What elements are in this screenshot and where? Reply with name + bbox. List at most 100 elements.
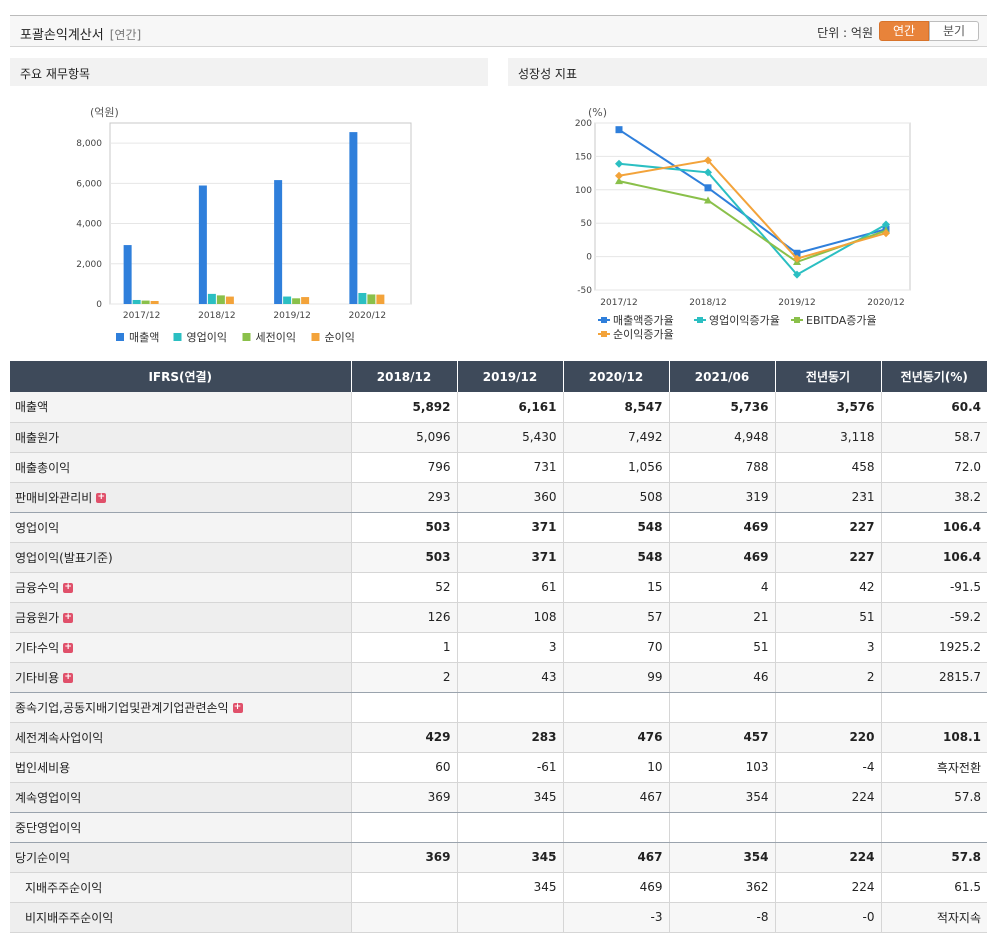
table-cell: 731	[456, 452, 563, 483]
expand-plus-icon[interactable]: +	[96, 492, 107, 503]
table-cell: 적자지속	[880, 902, 987, 933]
table-cell: 293	[350, 482, 457, 513]
table-row: 비지배주주순이익 -3 -8 -0 적자지속	[10, 902, 987, 933]
table-cell: 1	[350, 632, 457, 663]
bar-1-2	[283, 296, 292, 304]
table-cell: 61.5	[880, 872, 987, 903]
line-point-0-2	[793, 249, 801, 257]
expand-plus-icon[interactable]: +	[63, 642, 74, 653]
table-cell: 224	[774, 842, 881, 873]
table-cell	[350, 902, 457, 933]
table-cell	[456, 812, 563, 843]
line-y-tick-label: 200	[575, 119, 592, 129]
table-cell: 508	[562, 482, 669, 513]
bar-1-1	[207, 293, 216, 304]
column-header: 2020/12	[562, 361, 669, 392]
bar-legend-swatch	[173, 333, 182, 341]
table-cell: 476	[562, 722, 669, 753]
row-label[interactable]: 금융수익 +	[10, 572, 351, 603]
row-label: 매출총이익	[10, 452, 351, 483]
bar-legend-swatch	[242, 333, 251, 341]
line-legend-label: EBITDA증가율	[806, 314, 877, 327]
table-row: 기타비용 +2 43 99 46 2 2815.7	[10, 662, 987, 693]
column-header: 2018/12	[350, 361, 457, 392]
row-label: 영업이익(발표기준)	[10, 542, 351, 573]
row-label: 계속영업이익	[10, 782, 351, 813]
row-label[interactable]: 기타비용 +	[10, 662, 351, 693]
table-cell	[880, 812, 987, 843]
bar-0-2	[274, 180, 283, 304]
table-cell: 60	[350, 752, 457, 783]
table-cell: 469	[562, 872, 669, 903]
bar-3-3	[376, 294, 385, 304]
line-legend-marker	[601, 331, 607, 337]
table-cell: 흑자전환	[880, 752, 987, 783]
table-cell: 2	[350, 662, 457, 693]
line-point-3-2	[793, 254, 801, 263]
table-row: 법인세비용 60 -61 10 103 -4 흑자전환	[10, 752, 987, 783]
table-cell: 362	[668, 872, 775, 903]
line-series-0	[618, 128, 887, 255]
table-row: 영업이익 503 371 548 469 227 106.4	[10, 512, 987, 543]
expand-plus-icon[interactable]: +	[63, 672, 74, 683]
table-cell: 57.8	[880, 782, 987, 813]
table-cell: -0	[774, 902, 881, 933]
table-cell	[456, 692, 563, 723]
bar-3-1	[225, 296, 234, 304]
bar-2-0	[141, 300, 150, 304]
bar-3-2	[301, 297, 310, 304]
expand-plus-icon[interactable]: +	[232, 702, 243, 713]
row-label[interactable]: 판매비와관리비 +	[10, 482, 351, 513]
bar-legend-label: 순이익	[325, 331, 355, 344]
table-cell	[774, 812, 881, 843]
line-point-1-3	[882, 220, 890, 229]
table-cell: -61	[456, 752, 563, 783]
growth-line-chart: (%) -50 0 50 100 150 200 2017/12 2018/12 2019/12 2…	[575, 106, 911, 341]
table-row: 당기순이익 369 345 467 354 224 57.8	[10, 842, 987, 873]
table-cell: 106.4	[880, 512, 987, 543]
expand-plus-icon[interactable]: +	[63, 582, 74, 593]
line-y-unit-label: (%)	[588, 106, 607, 119]
line-point-2-1	[704, 196, 712, 204]
table-cell: 51	[668, 632, 775, 663]
table-cell: 5,892	[350, 392, 457, 423]
row-label: 영업이익	[10, 512, 351, 543]
table-cell: 15	[562, 572, 669, 603]
table-cell: 371	[456, 512, 563, 543]
table-row: 기타수익 +1 3 70 51 3 1925.2	[10, 632, 987, 663]
table-cell: 126	[350, 602, 457, 633]
row-label[interactable]: 기타수익 +	[10, 632, 351, 663]
table-cell: 99	[562, 662, 669, 693]
line-point-1-1	[704, 168, 712, 177]
annual-toggle-button[interactable]: 연간	[879, 21, 929, 41]
column-header: 전년동기	[774, 361, 881, 392]
table-cell: 108	[456, 602, 563, 633]
line-series-3	[618, 159, 887, 260]
table-cell	[562, 692, 669, 723]
table-cell	[350, 872, 457, 903]
bar-plot-area	[109, 122, 412, 305]
expand-plus-icon[interactable]: +	[63, 612, 74, 623]
table-cell: -91.5	[880, 572, 987, 603]
table-cell: 21	[668, 602, 775, 633]
table-cell: 227	[774, 542, 881, 573]
column-header: 2019/12	[456, 361, 563, 392]
line-x-tick-label: 2018/12	[689, 298, 726, 308]
bar-x-tick-label: 2019/12	[273, 311, 310, 321]
row-label[interactable]: 종속기업,공동지배기업및관계기업관련손익 +	[10, 692, 351, 723]
quarter-toggle-button[interactable]: 분기	[929, 21, 979, 41]
table-cell: 345	[456, 872, 563, 903]
table-row: 금융원가 +126 108 57 21 51 -59.2	[10, 602, 987, 633]
row-label: 매출액	[10, 392, 351, 423]
row-label[interactable]: 금융원가 +	[10, 602, 351, 633]
bar-legend-label: 영업이익	[187, 331, 227, 344]
bar-1-3	[358, 292, 367, 304]
table-cell: 5,096	[350, 422, 457, 453]
table-cell: 345	[456, 782, 563, 813]
row-label: 지배주주순이익	[10, 872, 351, 903]
line-point-3-3	[882, 229, 890, 238]
line-legend-label: 매출액증가율	[613, 314, 674, 327]
table-cell: 38.2	[880, 482, 987, 513]
table-cell: 224	[774, 782, 881, 813]
table-cell	[880, 692, 987, 723]
